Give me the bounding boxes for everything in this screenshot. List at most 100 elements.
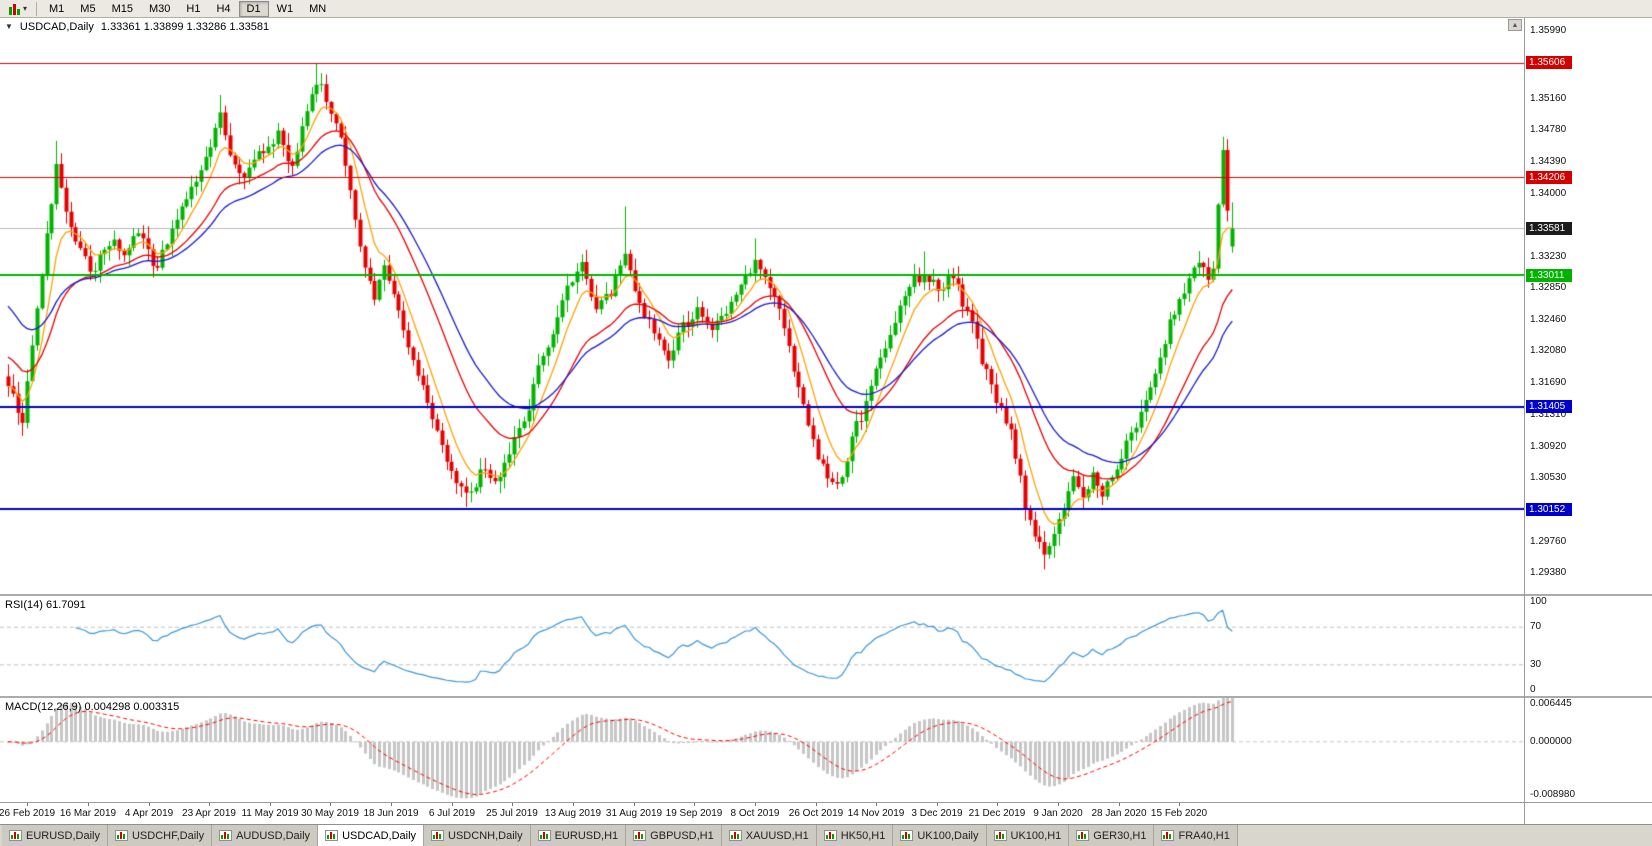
chart-tab-xauusd-h1[interactable]: XAUUSD,H1 xyxy=(721,825,817,846)
chart-tab-label: USDCHF,Daily xyxy=(131,829,205,842)
price-level-tag: 1.33581 xyxy=(1526,221,1572,235)
chart-tab-eurusd-h1[interactable]: EURUSD,H1 xyxy=(530,825,627,846)
chart-tab-usdcnh-daily[interactable]: USDCNH,Daily xyxy=(424,825,531,846)
collapse-quote-icon[interactable]: ▼ xyxy=(5,22,13,31)
time-tick xyxy=(694,803,695,806)
chart-tab-gbpusd-h1[interactable]: GBPUSD,H1 xyxy=(626,825,722,846)
scrollbar-button[interactable]: ▲ xyxy=(1508,19,1522,31)
chart-tab-label: USDCAD,Daily xyxy=(342,829,417,842)
price-level-tag: 1.30152 xyxy=(1526,502,1572,516)
main-chart-canvas[interactable] xyxy=(0,18,1524,594)
date-label: 31 Aug 2019 xyxy=(605,808,663,819)
timeframe-button-m1[interactable]: M1 xyxy=(49,2,65,15)
macd-axis[interactable]: 0.006445 0.000000 -0.008980 xyxy=(1525,698,1652,802)
chart-tab-label: EURUSD,Daily xyxy=(26,829,100,842)
timeframe-buttons: M1 M5 M15 M30 H1 H4 D1 W1 MN xyxy=(41,0,334,17)
rsi-pane: RSI(14) 61.7091 100 70 30 0 xyxy=(0,596,1652,696)
macd-label: MACD(12,26,9) 0.004298 0.003315 xyxy=(5,701,180,713)
candlestick-chart-icon xyxy=(9,3,20,15)
price-tick-label: 1.30530 xyxy=(1530,472,1567,484)
price-tick-label: 1.29380 xyxy=(1530,566,1567,578)
time-tick xyxy=(452,803,453,806)
tab-icon-bar xyxy=(831,834,834,839)
tab-icon-bar xyxy=(539,835,542,839)
timeframe-button-mn[interactable]: MN xyxy=(309,2,327,15)
timeframe-button-m15[interactable]: M15 xyxy=(111,2,133,15)
rsi-tick-label: 100 xyxy=(1530,596,1547,607)
chart-tab-label: UK100,H1 xyxy=(1010,829,1062,842)
macd-tick-label: 0.006445 xyxy=(1530,698,1572,709)
pane-separator[interactable] xyxy=(0,594,1652,596)
price-tick-label: 1.31690 xyxy=(1530,377,1567,389)
time-tick xyxy=(209,803,210,806)
time-tick xyxy=(755,803,756,806)
chart-tab-eurusd-daily[interactable]: EURUSD,Daily xyxy=(2,825,108,846)
chart-tab-icon xyxy=(537,830,551,841)
tab-icon-bar xyxy=(224,832,227,839)
date-label: 23 Apr 2019 xyxy=(182,808,236,819)
date-label: 25 Jul 2019 xyxy=(486,808,538,819)
date-label: 26 Feb 2019 xyxy=(0,808,56,819)
timeframe-button-d1[interactable]: D1 xyxy=(238,0,269,17)
timeframe-button-m30[interactable]: M30 xyxy=(148,2,171,15)
time-tick xyxy=(270,803,271,806)
rsi-label: RSI(14) 61.7091 xyxy=(5,599,86,611)
timeframe-button-m5[interactable]: M5 xyxy=(80,2,96,15)
chart-tab-audusd-daily[interactable]: AUDUSD,Daily xyxy=(212,825,319,846)
rsi-canvas[interactable] xyxy=(0,596,1524,696)
tab-icon-bar xyxy=(828,832,831,839)
rsi-axis[interactable]: 100 70 30 0 xyxy=(1525,596,1652,696)
time-axis[interactable]: 26 Feb 2019 16 Mar 2019 4 Apr 2019 23 Apr 2… xyxy=(0,802,1652,824)
chart-tab-icon xyxy=(1161,830,1175,841)
chart-tab-uk100-daily[interactable]: UK100,Daily xyxy=(893,825,987,846)
icon-bar xyxy=(9,6,12,15)
price-axis[interactable]: 1.35990 1.35160 1.34780 1.34390 1.34000 1.332… xyxy=(1525,18,1652,594)
tab-icon-bar xyxy=(439,834,442,839)
pane-separator[interactable] xyxy=(0,696,1652,698)
symbol-period-label: USDCAD,Daily xyxy=(19,21,94,33)
time-tick xyxy=(391,803,392,806)
toolbar-separator xyxy=(36,1,38,16)
chart-tab-label: HK50,H1 xyxy=(840,829,886,842)
chart-tab-hk50-h1[interactable]: HK50,H1 xyxy=(816,825,894,846)
chart-quote-line: ▼ USDCAD,Daily 1.33361 1.33899 1.33286 1… xyxy=(5,21,269,33)
chart-tab-uk100-h1[interactable]: UK100,H1 xyxy=(986,825,1070,846)
timeframes-dropdown-button[interactable]: ▾ xyxy=(4,1,32,17)
price-tick-label: 1.34780 xyxy=(1530,124,1567,136)
timeframe-button-h1[interactable]: H1 xyxy=(186,2,201,15)
chart-tabs-bar: EURUSD,Daily USDCHF,Daily AUDUSD,Daily USDC… xyxy=(0,824,1652,846)
timeframe-button-h4[interactable]: H4 xyxy=(216,2,231,15)
date-label: 18 Jun 2019 xyxy=(363,808,419,819)
tab-icon-bar xyxy=(1078,835,1081,839)
tab-icon-bar xyxy=(638,832,641,839)
tab-icon-bar xyxy=(1001,834,1004,839)
chart-tab-label: XAUUSD,H1 xyxy=(745,829,809,842)
price-tick-label: 1.35160 xyxy=(1530,93,1567,105)
chart-tab-ger30-h1[interactable]: GER30,H1 xyxy=(1069,825,1155,846)
chart-tab-fra40-h1[interactable]: FRA40,H1 xyxy=(1154,825,1238,846)
price-tick-label: 1.35990 xyxy=(1530,25,1567,37)
tab-icon-bar xyxy=(635,835,638,839)
timeframe-button-w1[interactable]: W1 xyxy=(276,2,294,15)
chart-tab-usdchf-daily[interactable]: USDCHF,Daily xyxy=(107,825,213,846)
chart-tab-label: USDCNH,Daily xyxy=(448,829,523,842)
tab-icon-bar xyxy=(327,835,330,839)
chart-tab-icon xyxy=(633,830,647,841)
time-tick xyxy=(88,803,89,806)
tab-icon-bar xyxy=(1084,834,1087,839)
chart-window: ▼ USDCAD,Daily 1.33361 1.33899 1.33286 1… xyxy=(0,18,1652,824)
chart-tab-icon xyxy=(993,830,1007,841)
tab-icon-bar xyxy=(995,835,998,839)
icon-bar xyxy=(17,8,20,15)
date-label: 8 Oct 2019 xyxy=(730,808,780,819)
price-level-tag: 1.35606 xyxy=(1526,56,1572,70)
price-tick-label: 1.34000 xyxy=(1530,188,1567,200)
tab-icon-bar xyxy=(545,834,548,839)
macd-canvas[interactable] xyxy=(0,698,1524,802)
time-tick xyxy=(1119,803,1120,806)
chart-tab-icon xyxy=(325,830,339,841)
chart-tab-usdcad-daily[interactable]: USDCAD,Daily xyxy=(318,825,425,846)
date-label: 16 Mar 2019 xyxy=(59,808,117,819)
time-tick xyxy=(937,803,938,806)
chart-tab-label: GBPUSD,H1 xyxy=(650,829,714,842)
